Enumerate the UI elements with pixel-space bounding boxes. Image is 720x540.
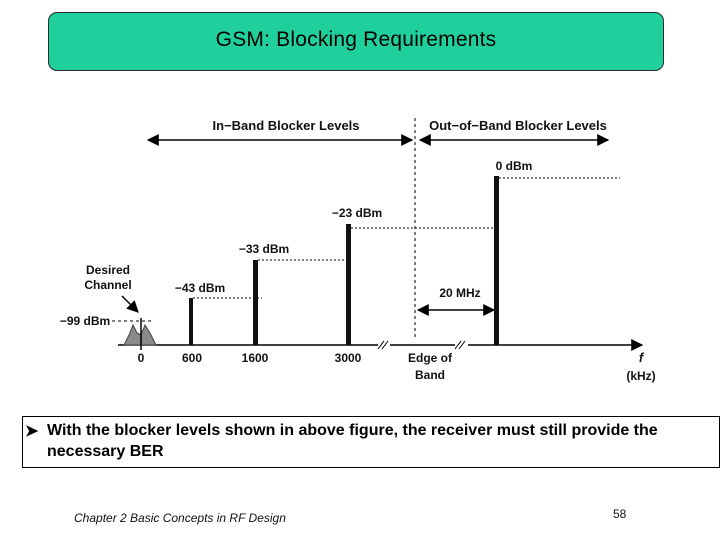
bullet-box: ➤ With the blocker levels shown in above… [22,416,720,468]
desired-channel-level: −99 dBm [60,314,110,328]
blocker-bar-1600 [253,260,258,345]
band-edge-label-1: Edge of [408,351,453,365]
band-edge-label-2: Band [415,368,445,382]
tick-label-1600: 1600 [242,351,269,365]
desired-channel-label-2: Channel [84,278,131,292]
blocking-requirements-diagram: In−Band Blocker Levels Out−of−Band Block… [60,118,656,383]
title-banner: GSM: Blocking Requirements [48,12,664,71]
blocker-bar-600 [189,298,193,345]
footer-text: Chapter 2 Basic Concepts in RF Design [74,511,286,525]
blocker-level-label-1600: −33 dBm [239,242,289,256]
in-band-label: In−Band Blocker Levels [212,118,359,133]
blocker-level-label-600: −43 dBm [175,281,225,295]
tick-label-600: 600 [182,351,202,365]
blocker-bar-out-of-band [494,176,499,345]
blocker-level-label-3000: −23 dBm [332,206,382,220]
axis-break-mark-2 [454,340,466,350]
blocker-level-label-out-of-band: 0 dBm [496,159,533,173]
bullet-text: With the blocker levels shown in above f… [47,422,658,460]
tick-label-0: 0 [138,351,145,365]
tick-label-3000: 3000 [335,351,362,365]
slide-title: GSM: Blocking Requirements [215,28,497,51]
axis-unit: (kHz) [626,369,655,383]
axis-break-mark-1 [377,340,389,350]
blocker-bar-3000 [346,224,351,345]
desired-channel-pointer [121,295,139,313]
desired-channel-label-1: Desired [86,263,130,277]
desired-channel-spectrum [123,323,157,346]
out-of-band-label: Out−of−Band Blocker Levels [429,118,607,133]
axis-symbol: f [639,350,645,365]
page-number: 58 [613,507,627,521]
offset-label: 20 MHz [439,286,480,300]
arrow-bullet-icon: ➤ [25,423,39,440]
